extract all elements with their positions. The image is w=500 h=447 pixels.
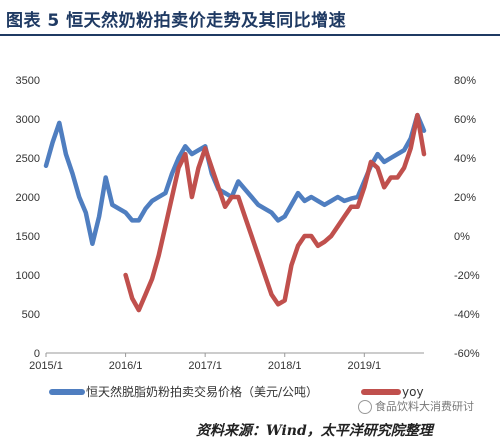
y-right-tick-label: -40% xyxy=(454,309,480,321)
title-underline xyxy=(0,34,500,36)
x-tick-label: 2015/1 xyxy=(29,360,63,372)
x-tick-label: 2018/1 xyxy=(268,360,302,372)
x-tick-label: 2017/1 xyxy=(188,360,222,372)
y-left-tick-label: 0 xyxy=(34,348,40,360)
y-right-tick-label: -60% xyxy=(454,348,480,360)
axes-group: 0 500 1000 1500 2000 2500 3000 3500 -60% -40% -20%… xyxy=(16,75,480,372)
legend-price-label: 恒天然脱脂奶粉拍卖交易价格（美元/公吨） xyxy=(86,384,318,399)
y-right-tick-label: 80% xyxy=(454,75,476,87)
y-left-tick-label: 500 xyxy=(22,309,40,321)
source-note: 资料来源：Wind，太平洋研究院整理 xyxy=(196,423,433,439)
chart-title: 图表 5 恒天然奶粉拍卖价走势及其同比增速 xyxy=(6,11,347,31)
y-left-tick-label: 2000 xyxy=(16,192,40,204)
yoy-series-line xyxy=(123,112,427,313)
series-layer xyxy=(43,112,427,313)
price-series-line xyxy=(43,112,427,247)
y-left-tick-label: 3000 xyxy=(16,114,40,126)
x-tick-label: 2019/1 xyxy=(347,360,381,372)
y-left-tick-label: 2500 xyxy=(16,153,40,165)
y-right-tick-label: -20% xyxy=(454,270,480,282)
legend: 恒天然脱脂奶粉拍卖交易价格（美元/公吨） yoy xyxy=(49,384,424,399)
y-left-tick-label: 1000 xyxy=(16,270,40,282)
watermark: 食品饮料大消费研讨 xyxy=(358,398,474,414)
y-left-tick-label: 1500 xyxy=(16,231,40,243)
watermark-text: 食品饮料大消费研讨 xyxy=(375,400,474,413)
wechat-icon xyxy=(358,400,372,414)
legend-yoy-label: yoy xyxy=(402,385,424,399)
y-right-tick-label: 0% xyxy=(454,231,470,243)
y-right-tick-label: 20% xyxy=(454,192,476,204)
x-tick-label: 2016/1 xyxy=(109,360,143,372)
y-right-tick-label: 40% xyxy=(454,153,476,165)
y-right-tick-label: 60% xyxy=(454,114,476,126)
y-left-tick-label: 3500 xyxy=(16,75,40,87)
